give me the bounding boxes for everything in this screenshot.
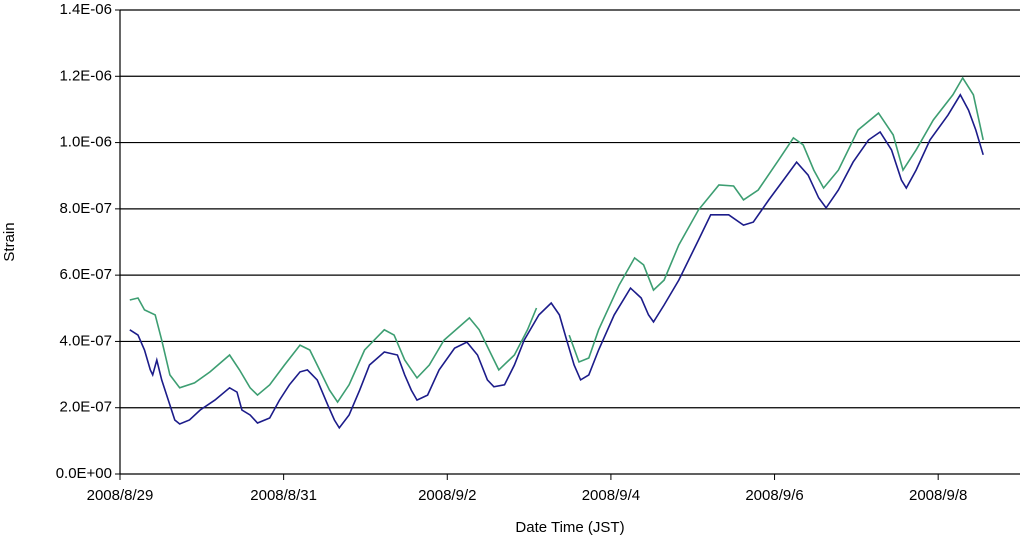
x-axis-title: Date Time (JST): [515, 519, 624, 536]
y-tick-label: 4.0E-07: [59, 332, 112, 349]
y-tick-label: 6.0E-07: [59, 266, 112, 283]
series-line: [129, 93, 984, 430]
x-tick-label: 2008/9/2: [418, 487, 476, 504]
series-line: [129, 76, 984, 404]
y-tick-label: 1.0E-06: [59, 134, 112, 151]
y-tick-label: 8.0E-07: [59, 200, 112, 217]
y-tick-label: 0.0E+00: [56, 465, 112, 482]
x-tick-label: 2008/8/31: [250, 487, 317, 504]
x-tick-label: 2008/9/8: [909, 487, 967, 504]
y-tick-label: 2.0E-07: [59, 399, 112, 416]
x-tick-label: 2008/9/6: [745, 487, 803, 504]
x-tick-label: 2008/9/4: [582, 487, 640, 504]
y-tick-label: 1.2E-06: [59, 67, 112, 84]
y-tick-label: 1.4E-06: [59, 1, 112, 18]
y-axis-title: Strain: [1, 222, 18, 261]
x-tick-label: 2008/8/29: [87, 487, 154, 504]
